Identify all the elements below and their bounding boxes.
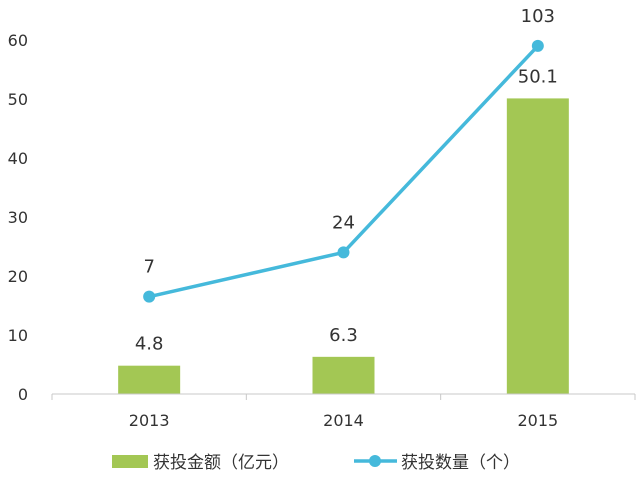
line-point: [337, 246, 350, 259]
bar: [506, 98, 569, 394]
bar-series: [118, 98, 569, 394]
x-tick-label: 2013: [129, 411, 170, 430]
y-tick-label: 50: [8, 90, 28, 109]
y-tick-label: 20: [8, 267, 28, 286]
y-tick-label: 0: [18, 385, 28, 404]
line-value-label: 103: [521, 6, 555, 27]
line-path: [148, 44, 540, 299]
line-point: [143, 290, 156, 303]
bar-value-label: 6.3: [329, 325, 358, 346]
line-data-labels: 7 24 103: [143, 6, 555, 278]
line-point: [531, 39, 544, 52]
legend-bar-swatch: [112, 455, 148, 468]
x-tick-label: 2014: [323, 411, 364, 430]
y-tick-label: 60: [8, 31, 28, 50]
bar-value-label: 4.8: [135, 334, 164, 355]
x-axis: 2013 2014 2015: [51, 394, 636, 430]
line-value-label: 24: [332, 212, 355, 233]
legend: 获投金额（亿元） 获投数量（个）: [112, 453, 520, 473]
y-tick-label: 40: [8, 149, 28, 168]
bar-data-labels: 4.8 6.3 50.1: [135, 66, 558, 354]
bar: [312, 356, 375, 394]
y-tick-label: 10: [8, 326, 28, 345]
line-series: [143, 39, 544, 303]
y-axis: 0 10 20 30 40 50 60: [8, 31, 28, 404]
bar: [118, 365, 181, 394]
bar-value-label: 50.1: [518, 66, 558, 87]
legend-line-marker: [369, 455, 381, 467]
line-value-label: 7: [143, 257, 154, 278]
legend-bar-label: 获投金额（亿元）: [153, 453, 289, 473]
y-tick-label: 30: [8, 208, 28, 227]
x-tick-label: 2015: [517, 411, 558, 430]
legend-line-label: 获投数量（个）: [401, 453, 520, 473]
